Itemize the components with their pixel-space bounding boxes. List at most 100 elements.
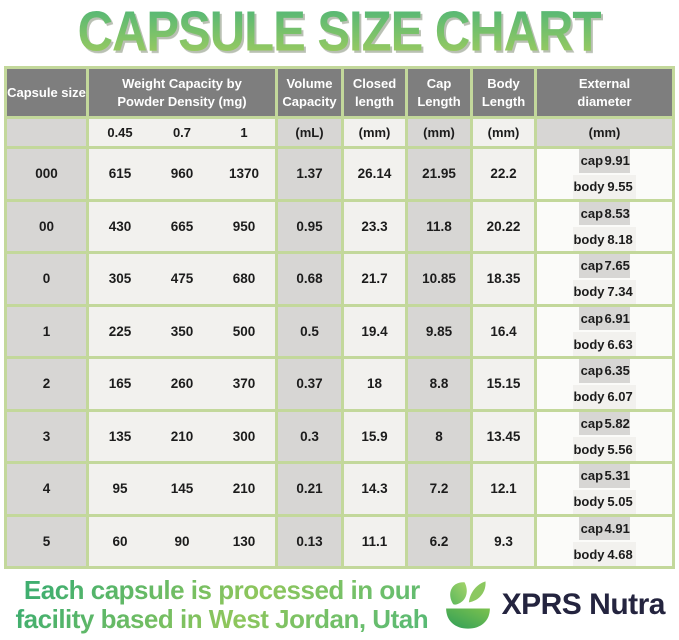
cell-body-length: 9.3 [473,516,534,566]
external-cap-row: cap 5.31 [579,464,630,488]
cell-volume-capacity: 0.21 [278,464,341,514]
cell-closed-length: 18 [344,359,405,409]
weight-value: 960 [170,166,194,182]
cell-closed-length: 23.3 [344,201,405,251]
cell-closed-length: 21.7 [344,254,405,304]
subheader-densities: 0.45 0.7 1 [89,119,275,146]
external-body-value: 5.05 [607,494,633,510]
external-cap-row: cap 5.82 [579,411,630,436]
cell-external-diameter: cap 9.91 body 9.55 [537,149,672,199]
density-value: 1 [240,125,248,140]
cell-weight-capacity: 165 260 370 [89,359,275,409]
cell-closed-length: 11.1 [344,516,405,566]
cell-cap-length: 8 [408,411,470,461]
cell-weight-capacity: 305 475 680 [89,254,275,304]
capsule-size-table: Capsule size Weight Capacity by Powder D… [4,66,675,569]
footer-tagline: Each capsule is processed in our facilit… [4,576,440,634]
cell-capsule-size: 3 [7,411,86,461]
cell-weight-capacity: 135 210 300 [89,411,275,461]
external-cap-value: 5.31 [604,468,630,484]
weight-value: 1370 [228,166,260,182]
weight-value: 210 [232,481,256,497]
weight-value: 475 [170,271,194,287]
cell-body-length: 12.1 [473,464,534,514]
cell-weight-capacity: 225 350 500 [89,306,275,356]
col-header-cap-length: Cap Length [408,69,470,116]
cell-capsule-size: 2 [7,359,86,409]
col-header-closed-length: Closed length [344,69,405,116]
cell-external-diameter: cap 5.82 body 5.56 [537,411,672,461]
cell-cap-length: 10.85 [408,254,470,304]
cell-body-length: 13.45 [473,411,534,461]
weight-value: 135 [108,428,132,444]
external-body-label: body [573,231,605,247]
external-body-row: body 6.07 [573,384,636,409]
cell-closed-length: 19.4 [344,306,405,356]
external-cap-row: cap 8.53 [579,201,630,226]
brand-name: XPRS Nutra [501,588,666,622]
external-cap-label: cap [580,415,604,431]
cell-body-length: 16.4 [473,306,534,356]
cell-cap-length: 6.2 [408,516,470,566]
weight-value: 130 [232,533,256,549]
col-header-weight-capacity: Weight Capacity by Powder Density (mg) [89,69,275,116]
title-bar: CAPSULE SIZE CHART [0,0,679,64]
cell-external-diameter: cap 8.53 body 8.18 [537,201,672,251]
cell-capsule-size: 1 [7,306,86,356]
weight-value: 60 [112,533,128,549]
weight-value: 665 [170,218,194,234]
cell-cap-length: 7.2 [408,464,470,514]
footer-tagline-line1: Each capsule is processed in our [23,575,420,605]
weight-value: 350 [170,323,194,339]
external-cap-row: cap 4.91 [579,516,630,541]
external-cap-row: cap 9.91 [579,149,630,173]
weight-value: 680 [232,271,256,287]
cell-cap-length: 8.8 [408,359,470,409]
col-header-capsule-size: Capsule size [7,69,86,116]
weight-value: 615 [108,166,132,182]
cell-closed-length: 14.3 [344,464,405,514]
cell-external-diameter: cap 4.91 body 4.68 [537,516,672,566]
external-body-value: 6.63 [607,336,633,352]
external-cap-label: cap [580,363,604,379]
external-cap-label: cap [580,153,604,169]
cell-capsule-size: 5 [7,516,86,566]
density-value: 0.7 [172,125,192,140]
external-body-value: 7.34 [607,284,633,300]
brand-logo: XPRS Nutra [440,577,671,633]
cell-body-length: 22.2 [473,149,534,199]
cell-external-diameter: cap 6.91 body 6.63 [537,306,672,356]
external-body-row: body 5.05 [573,489,636,514]
subheader-capsule-size [7,119,86,146]
cell-volume-capacity: 1.37 [278,149,341,199]
cell-capsule-size: 000 [7,149,86,199]
external-cap-row: cap 6.91 [579,306,630,331]
external-body-row: body 8.18 [573,227,636,251]
cell-capsule-size: 4 [7,464,86,514]
external-cap-label: cap [580,520,604,536]
external-body-value: 4.68 [607,546,633,562]
cell-external-diameter: cap 5.31 body 5.05 [537,464,672,514]
cell-capsule-size: 0 [7,254,86,304]
external-cap-label: cap [580,205,604,221]
external-body-row: body 7.34 [573,279,636,304]
weight-value: 225 [108,323,132,339]
external-body-label: body [573,546,605,562]
external-body-label: body [573,284,605,300]
footer-tagline-line2: facility based in West Jordan, Utah [15,604,429,635]
external-cap-label: cap [580,258,604,274]
col-header-external-diameter: External diameter [537,69,672,116]
subheader-cap-unit: (mm) [408,119,470,146]
subheader-closed-unit: (mm) [344,119,405,146]
cell-body-length: 15.15 [473,359,534,409]
cell-volume-capacity: 0.37 [278,359,341,409]
external-cap-row: cap 7.65 [579,254,630,278]
weight-value: 145 [170,481,194,497]
weight-value: 165 [108,376,132,392]
cell-volume-capacity: 0.68 [278,254,341,304]
external-body-value: 8.18 [607,231,633,247]
external-cap-value: 6.91 [604,310,630,326]
cell-cap-length: 9.85 [408,306,470,356]
external-body-label: body [573,441,605,457]
